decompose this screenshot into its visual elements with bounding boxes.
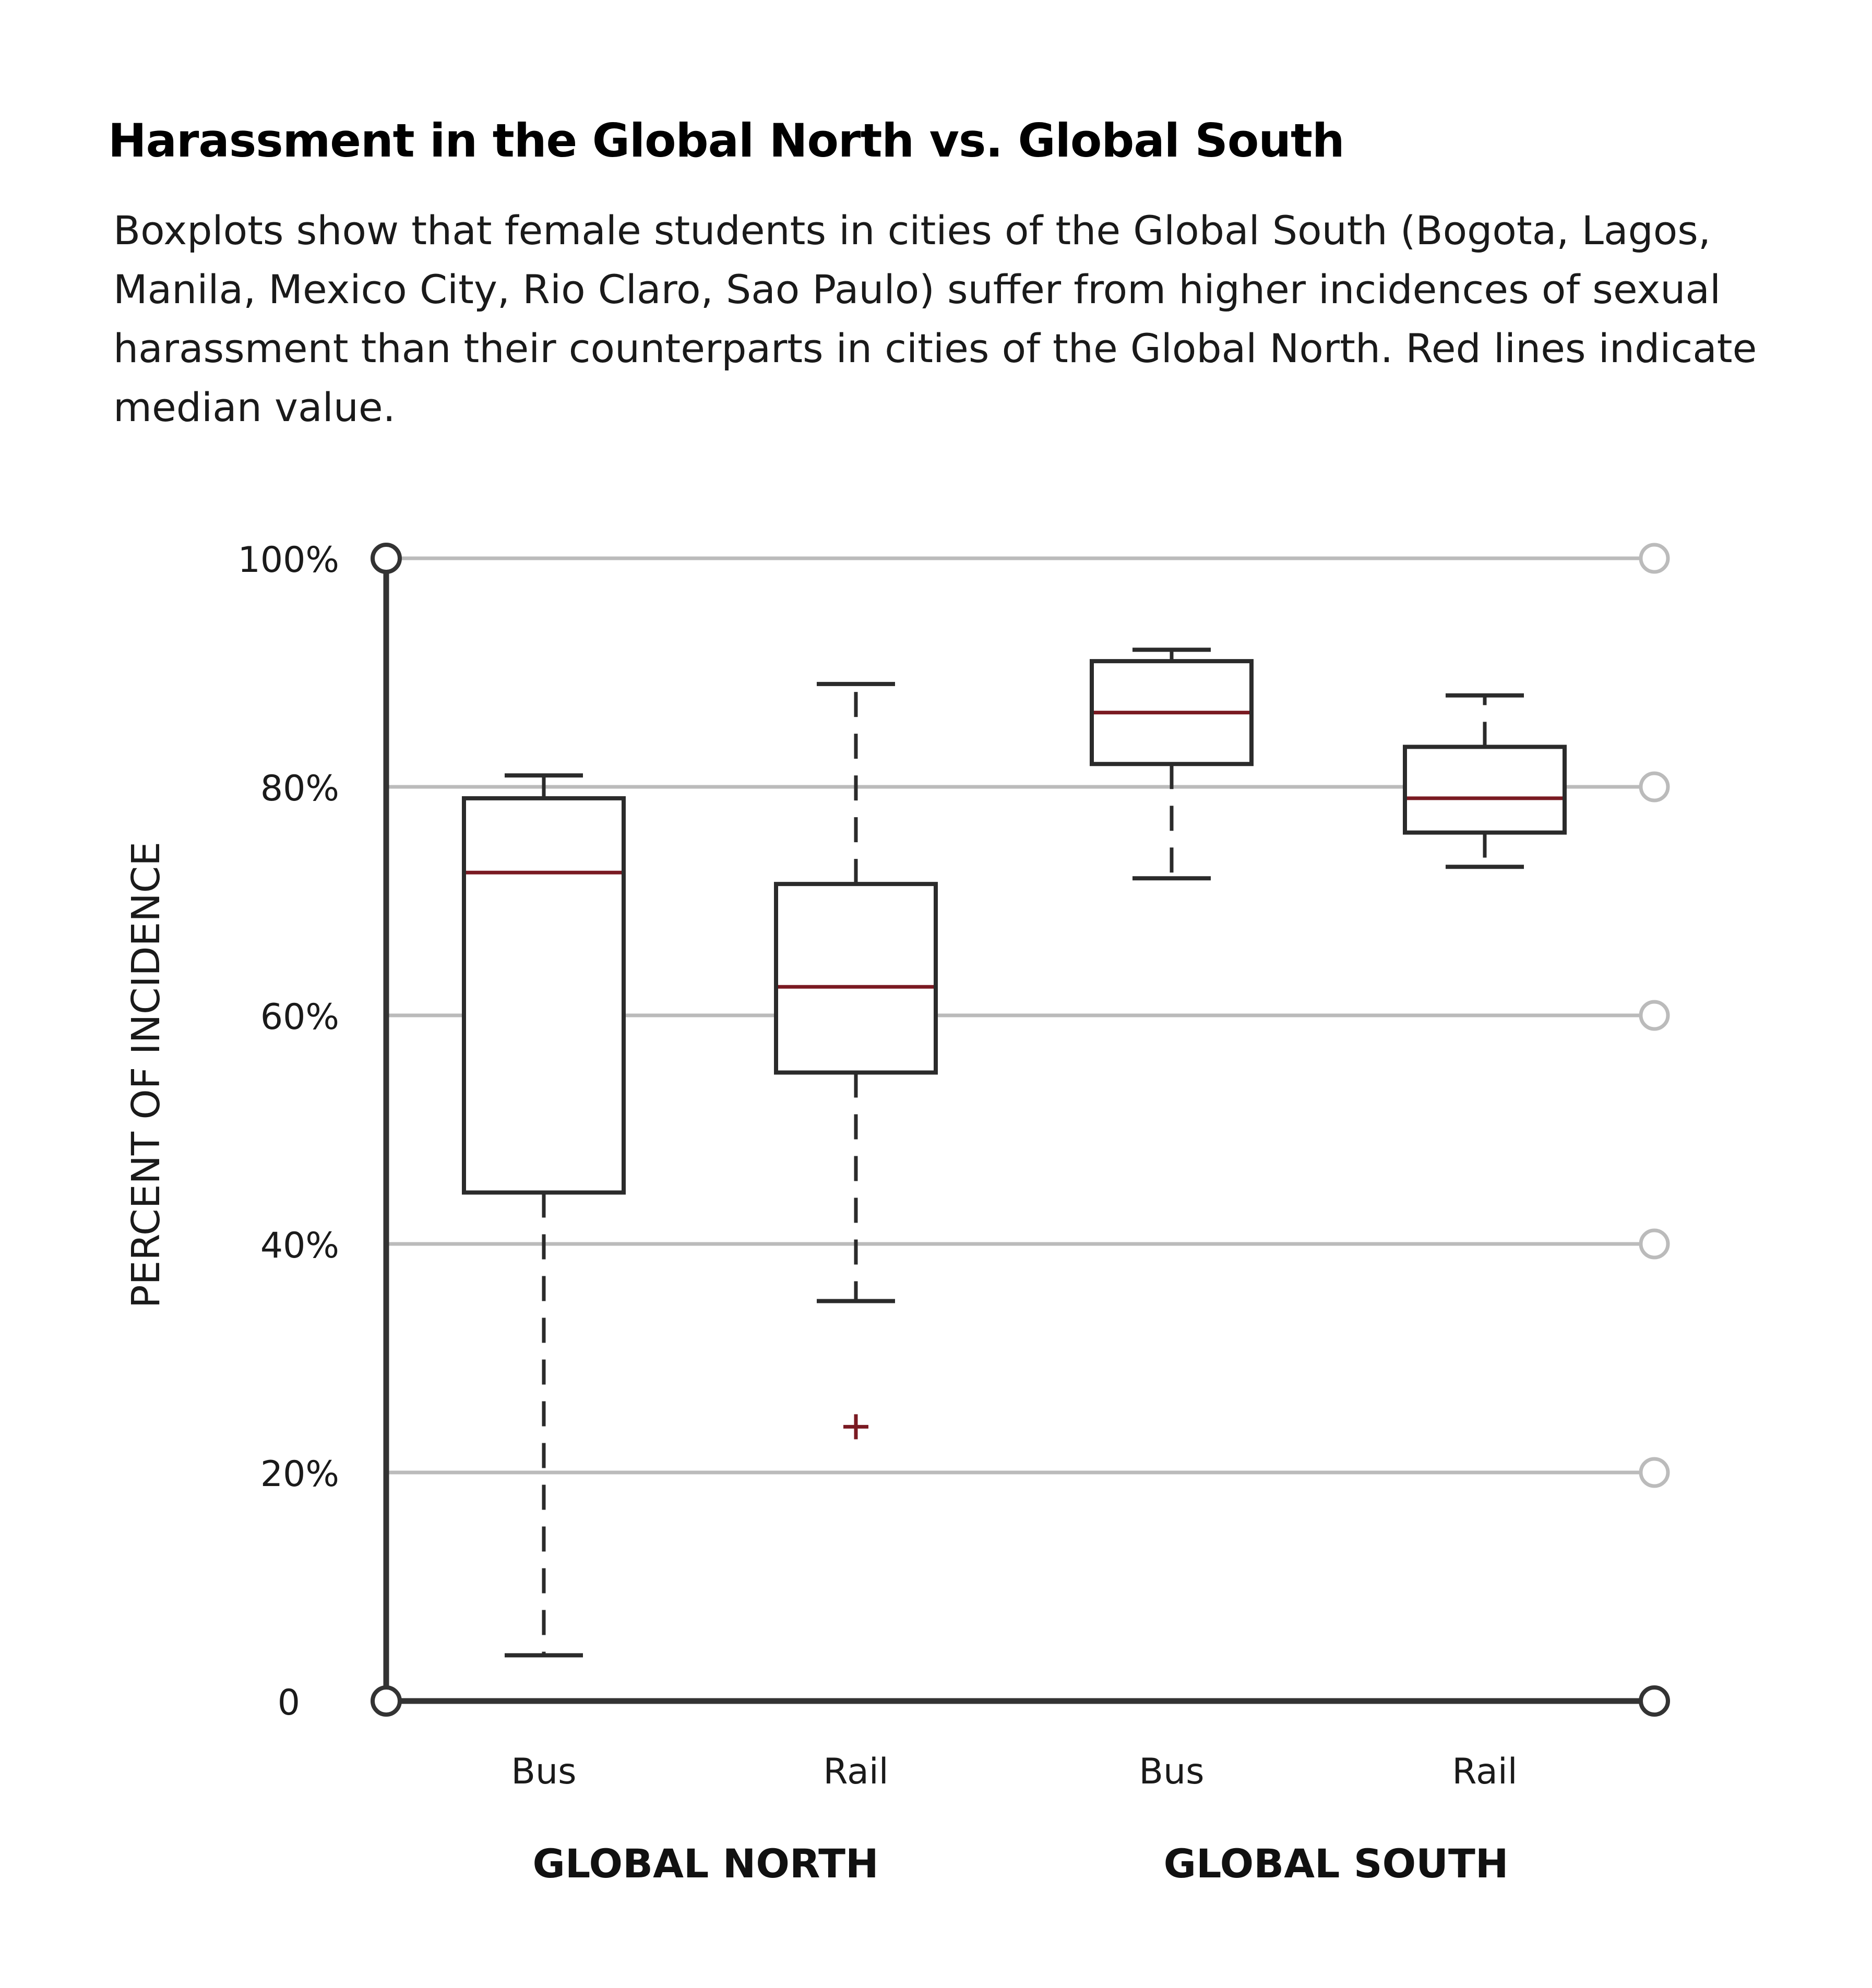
box-iqr — [774, 882, 938, 1075]
box-iqr — [1403, 745, 1567, 835]
chart-title: Harassment in the Global North vs. Globa… — [108, 114, 1345, 167]
x-category-label: Rail — [1452, 1751, 1517, 1792]
y-tick-label: 80% — [260, 768, 339, 809]
chart-subtitle: Boxplots show that female students in ci… — [113, 207, 1757, 430]
gridline-end-marker — [1639, 1228, 1670, 1260]
axes — [371, 543, 1670, 1717]
y-axis-title: PERCENT OF INCIDENCE — [124, 842, 169, 1308]
gridline-end-marker — [1639, 1457, 1670, 1488]
axis-end-marker — [371, 543, 402, 574]
y-tick-label: 100% — [238, 540, 339, 581]
gridline-end-marker — [1639, 543, 1670, 574]
x-category-label: Bus — [1139, 1751, 1204, 1792]
labels: 0 20% 40% 60% 80% 100% PERCENT OF INCIDENCE Bus… — [124, 540, 1518, 1887]
outlier-marker — [843, 1414, 868, 1440]
y-tick-label: 0 — [278, 1682, 300, 1723]
gridline-end-marker — [1639, 771, 1670, 803]
axis-end-marker — [1639, 1685, 1670, 1717]
boxes — [462, 648, 1567, 1658]
y-tick-label: 20% — [260, 1454, 339, 1495]
y-tick-label: 60% — [260, 997, 339, 1038]
y-tick-label: 40% — [260, 1225, 339, 1266]
x-category-label: Bus — [511, 1751, 576, 1792]
x-category-label: Rail — [823, 1751, 888, 1792]
group-label: GLOBAL SOUTH — [1164, 1840, 1509, 1887]
group-label: GLOBAL NORTH — [532, 1840, 878, 1887]
gridline-end-marker — [1639, 1000, 1670, 1031]
box-iqr — [462, 796, 626, 1195]
axis-origin-marker — [371, 1685, 402, 1717]
